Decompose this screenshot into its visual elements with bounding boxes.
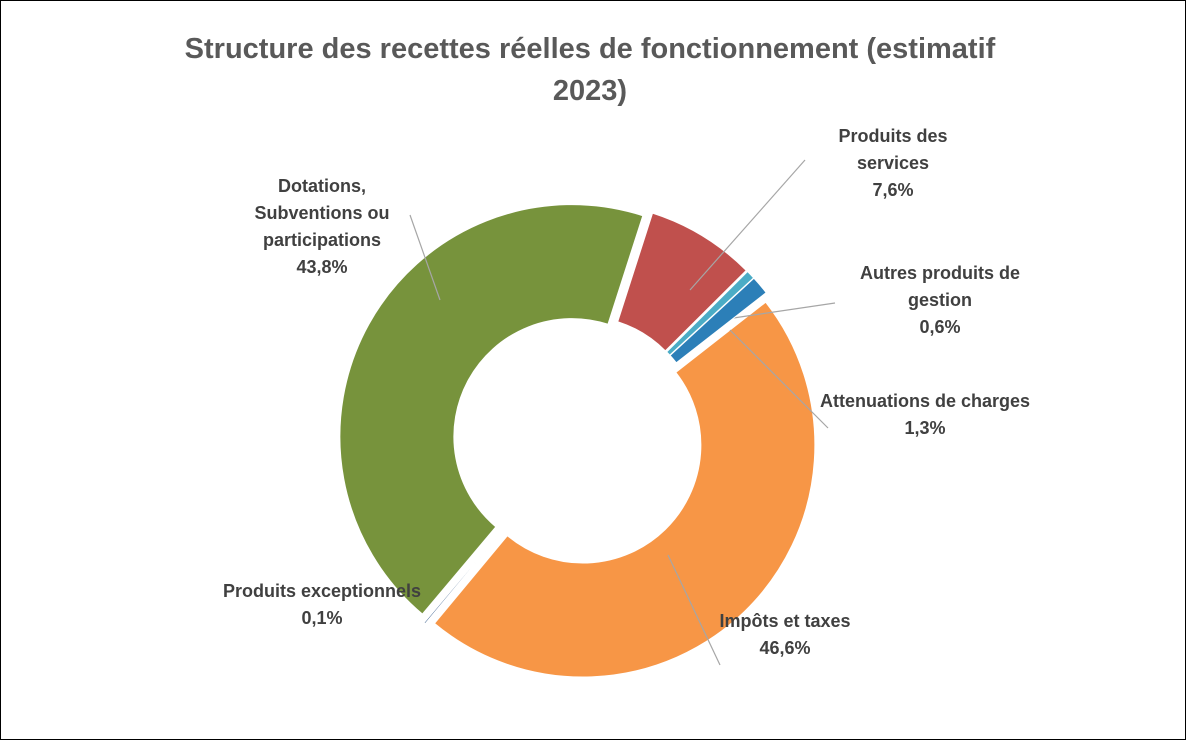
category-label: Impôts et taxes xyxy=(719,611,851,631)
category-label: Dotations, Subventions ou participations xyxy=(254,176,390,250)
leader-line xyxy=(729,329,829,429)
leader-line xyxy=(689,159,806,291)
chart-title: Structure des recettes réelles de foncti… xyxy=(184,33,996,107)
data-label: Dotations, Subventions ou participations… xyxy=(222,173,422,281)
donut-slice xyxy=(617,212,747,352)
data-label: Produits exceptionnels 0,1% xyxy=(222,578,422,632)
data-label: Attenuations de charges 1,3% xyxy=(815,388,1035,442)
data-label: Produits des services 7,6% xyxy=(813,123,973,204)
value-label: 0,6% xyxy=(919,317,961,337)
donut-slice xyxy=(433,301,816,678)
donut-slice xyxy=(423,534,499,625)
category-label: Produits des services xyxy=(838,126,948,173)
value-label: 7,6% xyxy=(872,180,914,200)
data-label: Autres produits de gestion 0,6% xyxy=(830,260,1050,341)
leader-line xyxy=(667,554,721,666)
leader-line xyxy=(409,214,441,301)
value-label: 1,3% xyxy=(904,418,946,438)
value-label: 0,1% xyxy=(301,608,343,628)
leader-line xyxy=(719,302,836,321)
category-label: Attenuations de charges xyxy=(819,391,1031,411)
category-label: Produits exceptionnels xyxy=(222,581,422,601)
data-label: Impôts et taxes 46,6% xyxy=(685,608,885,662)
value-label: 46,6% xyxy=(759,638,811,658)
value-label: 43,8% xyxy=(296,257,348,277)
donut-slice xyxy=(339,204,644,615)
donut-slice xyxy=(669,277,767,364)
category-label: Autres produits de gestion xyxy=(859,263,1020,310)
